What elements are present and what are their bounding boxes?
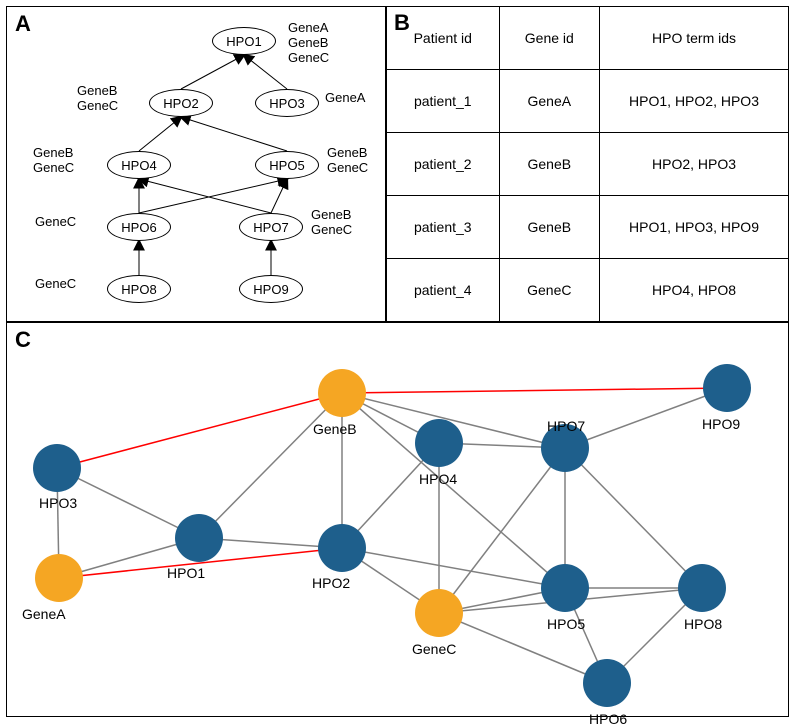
gene-annotation: GeneB GeneC: [33, 146, 74, 176]
table-header: HPO term ids: [600, 7, 789, 70]
table-row: patient_4GeneCHPO4, HPO8: [387, 259, 789, 322]
gene-annotation: GeneC: [35, 215, 76, 230]
node-label: GeneC: [412, 641, 456, 657]
node-label: HPO1: [167, 565, 205, 581]
gene-node: [318, 369, 366, 417]
table-cell: HPO4, HPO8: [600, 259, 789, 322]
table-row: patient_1GeneAHPO1, HPO2, HPO3: [387, 70, 789, 133]
hpo-node: [318, 524, 366, 572]
node-label: HPO3: [39, 495, 77, 511]
node-label: GeneA: [22, 606, 66, 622]
node-label: HPO4: [419, 471, 457, 487]
node-label: HPO6: [589, 711, 627, 727]
patient-table: Patient idGene idHPO term idspatient_1Ge…: [386, 6, 789, 322]
hpo-node: HPO4: [107, 151, 171, 179]
node-label: GeneB: [313, 421, 357, 437]
table-row: patient_2GeneBHPO2, HPO3: [387, 133, 789, 196]
hpo-node: HPO6: [107, 213, 171, 241]
table-header: Gene id: [499, 7, 600, 70]
hpo-node: HPO3: [255, 89, 319, 117]
table-cell: GeneC: [499, 259, 600, 322]
figure-container: A HPO1HPO2HPO3HPO4HPO5HPO6HPO7HPO8HPO9 G…: [0, 0, 795, 723]
hpo-node: HPO8: [107, 275, 171, 303]
gene-annotation: GeneA: [325, 91, 365, 106]
panel-a: A HPO1HPO2HPO3HPO4HPO5HPO6HPO7HPO8HPO9 G…: [6, 6, 386, 322]
table-cell: HPO1, HPO2, HPO3: [600, 70, 789, 133]
node-label: HPO5: [547, 616, 585, 632]
table-cell: patient_2: [387, 133, 500, 196]
table-cell: GeneA: [499, 70, 600, 133]
hpo-node: [415, 419, 463, 467]
gene-node: [415, 589, 463, 637]
panel-c: C HPO3GeneAHPO1GeneBHPO2HPO4GeneCHPO7HPO…: [6, 322, 789, 717]
table-row: patient_3GeneBHPO1, HPO3, HPO9: [387, 196, 789, 259]
node-label: HPO8: [684, 616, 722, 632]
table-cell: GeneB: [499, 133, 600, 196]
node-label: HPO9: [702, 416, 740, 432]
hpo-node: [678, 564, 726, 612]
hpo-node: HPO2: [149, 89, 213, 117]
table-cell: patient_3: [387, 196, 500, 259]
table-cell: GeneB: [499, 196, 600, 259]
hpo-node: [541, 564, 589, 612]
panel-b-label: B: [394, 10, 410, 36]
hpo-node: HPO5: [255, 151, 319, 179]
gene-annotation: GeneA GeneB GeneC: [288, 21, 329, 66]
gene-annotation: GeneB GeneC: [311, 208, 352, 238]
node-label: HPO2: [312, 575, 350, 591]
node-label: HPO7: [547, 418, 585, 434]
table-cell: patient_4: [387, 259, 500, 322]
table-cell: HPO2, HPO3: [600, 133, 789, 196]
hpo-node: HPO7: [239, 213, 303, 241]
gene-annotation: GeneC: [35, 277, 76, 292]
panel-b: B Patient idGene idHPO term idspatient_1…: [386, 6, 789, 322]
hpo-node: [33, 444, 81, 492]
panel-c-network-edges: [7, 323, 790, 718]
table-cell: HPO1, HPO3, HPO9: [600, 196, 789, 259]
gene-annotation: GeneB GeneC: [327, 146, 368, 176]
gene-annotation: GeneB GeneC: [77, 84, 118, 114]
hpo-node: [583, 659, 631, 707]
hpo-node: [703, 364, 751, 412]
gene-node: [35, 554, 83, 602]
table-cell: patient_1: [387, 70, 500, 133]
hpo-node: [175, 514, 223, 562]
hpo-node: HPO9: [239, 275, 303, 303]
hpo-node: HPO1: [212, 27, 276, 55]
